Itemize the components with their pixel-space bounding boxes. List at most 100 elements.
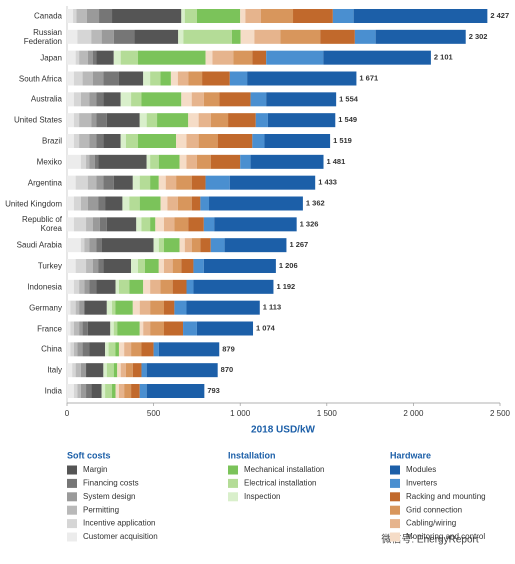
legend-label: Inspection: [244, 492, 280, 501]
x-tick-label: 2 000: [403, 409, 424, 418]
bar-segment: [132, 175, 140, 190]
bar-segment: [176, 175, 192, 190]
bar-segment: [224, 238, 287, 253]
bar-segment: [120, 50, 139, 65]
y-tick-label: Germany: [29, 303, 62, 313]
bar-segment: [73, 113, 80, 128]
bar-segment: [320, 29, 355, 44]
bar-segment: [113, 50, 121, 65]
bar-segment: [203, 92, 220, 107]
bar-segment: [196, 321, 254, 336]
bar-segment: [79, 50, 88, 65]
bar-segment: [67, 71, 74, 86]
bar-segment: [112, 300, 116, 315]
y-tick-label: Japan: [40, 53, 62, 63]
legend-label: System design: [83, 492, 135, 501]
bar-segment: [120, 363, 126, 378]
bar-segment: [252, 50, 267, 65]
bar-segment: [255, 113, 268, 128]
bar-segment: [117, 321, 140, 336]
bar-segment: [75, 300, 80, 315]
bar-segment: [86, 217, 93, 232]
bar-segment: [245, 9, 261, 23]
legend-label: Modules: [406, 465, 436, 474]
legend-swatch: [67, 492, 77, 502]
legend-swatch: [390, 532, 400, 542]
bar-segment: [103, 134, 121, 148]
total-label: 870: [221, 365, 234, 374]
bar-segment: [125, 134, 139, 148]
bar-segment: [89, 154, 95, 169]
bar-segment: [332, 9, 354, 23]
legend-swatch: [390, 492, 400, 502]
bar-segment: [84, 279, 90, 294]
bar-segment: [77, 384, 81, 398]
bar-segment: [150, 300, 164, 315]
bar-segment: [191, 196, 201, 211]
bar-segment: [124, 384, 132, 398]
bar-segment: [131, 259, 139, 273]
bar-segment: [67, 279, 74, 294]
bar-segment: [150, 154, 159, 169]
bar-segment: [184, 9, 197, 23]
y-tick-label: Indonesia: [27, 282, 62, 292]
bar-segment: [67, 217, 74, 232]
bar-segment: [67, 154, 81, 169]
bar-segment: [87, 50, 93, 65]
bar-segment: [186, 300, 260, 315]
bar-segment: [86, 259, 93, 273]
bar-segment: [250, 154, 324, 169]
bar-segment: [118, 342, 125, 357]
bar-segment: [117, 363, 121, 378]
bar-segment: [87, 196, 99, 211]
bar-segment: [139, 321, 144, 336]
bar-segment: [210, 154, 241, 169]
bar-segment: [67, 134, 74, 148]
bar-segment: [73, 321, 80, 336]
legend-label: Racking and mounting: [406, 492, 486, 501]
bar-segment: [209, 196, 303, 211]
legend-swatch: [67, 532, 77, 542]
legend-group-title: Hardware: [390, 450, 431, 460]
bar-segment: [96, 279, 116, 294]
bar-segment: [67, 175, 76, 190]
bar-segment: [191, 175, 206, 190]
bar-segment: [198, 113, 211, 128]
bar-segment: [80, 363, 87, 378]
bar-segment: [84, 300, 107, 315]
bar-segment: [89, 92, 97, 107]
legend-group-title: Installation: [228, 450, 276, 460]
bar-segment: [252, 134, 265, 148]
bar-segment: [167, 196, 178, 211]
bar-segment: [139, 196, 161, 211]
total-label: 793: [207, 386, 220, 395]
bar-segment: [80, 196, 88, 211]
bar-segment: [158, 259, 164, 273]
bar-segment: [375, 29, 466, 44]
bar-segment: [228, 113, 256, 128]
total-label: 1 671: [359, 73, 378, 82]
bar-segment: [165, 175, 177, 190]
bar-segment: [86, 363, 104, 378]
legend-label: Financing costs: [83, 479, 139, 488]
bar-segment: [96, 50, 114, 65]
bar-segment: [96, 134, 104, 148]
bar-segment: [160, 279, 173, 294]
bar-segment: [91, 113, 97, 128]
bar-segment: [73, 71, 83, 86]
bar-segment: [139, 113, 147, 128]
legend-label: Grid connection: [406, 505, 462, 514]
bar-segment: [118, 279, 130, 294]
bar-segment: [92, 259, 99, 273]
legend-label: Incentive application: [83, 519, 156, 528]
bar-segment: [73, 279, 80, 294]
bar-segment: [266, 50, 324, 65]
bar-segment: [136, 217, 142, 232]
bar-segment: [76, 9, 87, 23]
bar-segment: [75, 259, 87, 273]
bar-segment: [82, 71, 93, 86]
x-tick-label: 500: [147, 409, 161, 418]
total-label: 1 519: [333, 136, 352, 145]
bar-segment: [73, 196, 81, 211]
bar-segment: [120, 134, 126, 148]
